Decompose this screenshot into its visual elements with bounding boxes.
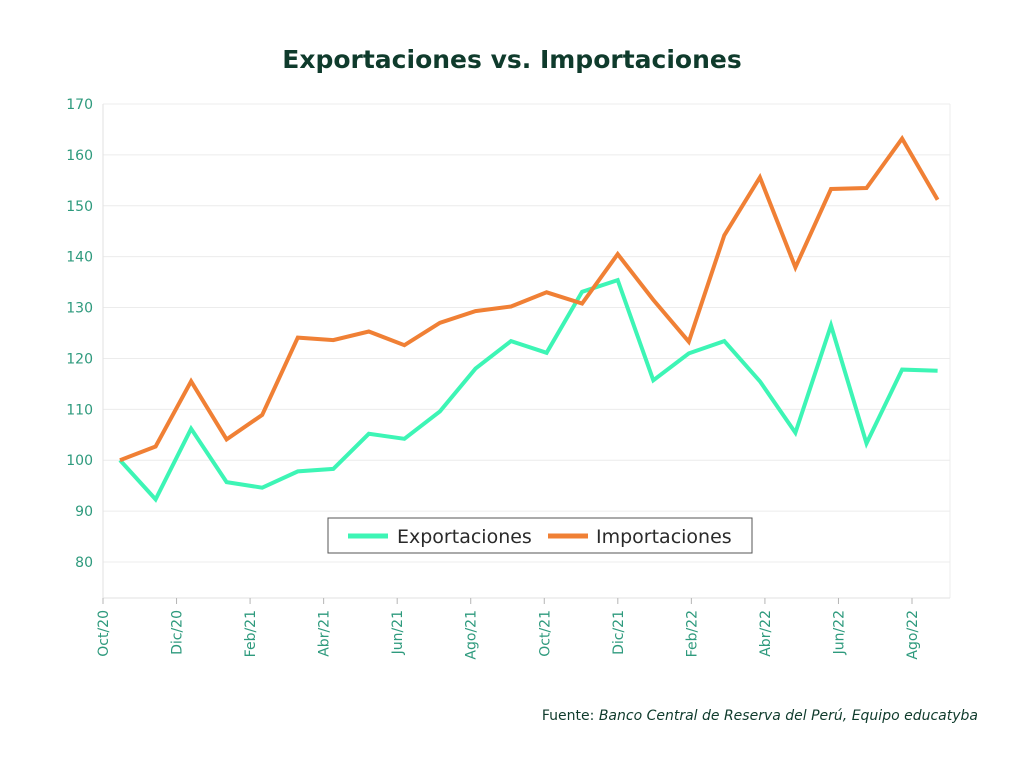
series-lines	[118, 134, 940, 503]
x-tick-label-10: Jun/22	[831, 610, 847, 655]
x-tick-label-8: Feb/22	[684, 610, 700, 657]
x-tick-label-11: Ago/22	[905, 610, 921, 660]
series-line-importaciones	[119, 134, 940, 463]
y-tick-label-80: 80	[75, 555, 93, 571]
gridlines	[103, 103, 951, 598]
y-tick-label-100: 100	[66, 453, 93, 469]
x-tick-label-7: Dic/21	[611, 610, 627, 655]
x-tick-label-9: Abr/22	[758, 610, 774, 657]
legend-label-importaciones: Importaciones	[596, 526, 732, 548]
y-tick-label-130: 130	[66, 301, 93, 317]
x-tick-label-3: Abr/21	[317, 610, 333, 657]
series-line-exportaciones	[118, 277, 938, 503]
legend-label-exportaciones: Exportaciones	[397, 526, 532, 548]
x-tick-label-6: Oct/21	[537, 610, 553, 657]
legend-box	[327, 517, 753, 554]
y-tick-label-110: 110	[66, 402, 93, 418]
y-tick-label-160: 160	[66, 148, 93, 164]
y-tick-label-90: 90	[75, 504, 93, 520]
x-axis: Oct/20 Dic/20 Feb/21 Abr/21 Jun/21 Ago/21 Oct/…	[96, 597, 950, 660]
x-tick-label-2: Feb/21	[243, 610, 259, 657]
y-tick-label-170: 170	[66, 97, 93, 113]
y-tick-label-120: 120	[66, 351, 93, 367]
y-tick-label-140: 140	[66, 250, 93, 266]
y-tick-label-150: 150	[66, 199, 93, 215]
source-text: Banco Central de Reserva del Perú, Equip…	[598, 708, 978, 724]
source-note: Fuente: Banco Central de Reserva del Per…	[542, 708, 978, 724]
y-axis: 80 90 100 110 120 130 140 150 160 170	[66, 97, 104, 598]
x-tick-label-4: Jun/21	[390, 610, 406, 655]
x-tick-label-1: Dic/20	[170, 610, 186, 655]
source-prefix: Fuente:	[541, 708, 595, 724]
chart-title: Exportaciones vs. Importaciones	[282, 45, 741, 74]
line-chart: Exportaciones vs. Importaciones 80 90 100 1…	[66, 45, 951, 660]
x-tick-label-5: Ago/21	[464, 610, 480, 660]
legend: Exportaciones Importaciones	[327, 517, 753, 554]
x-tick-label-0: Oct/20	[96, 610, 112, 657]
